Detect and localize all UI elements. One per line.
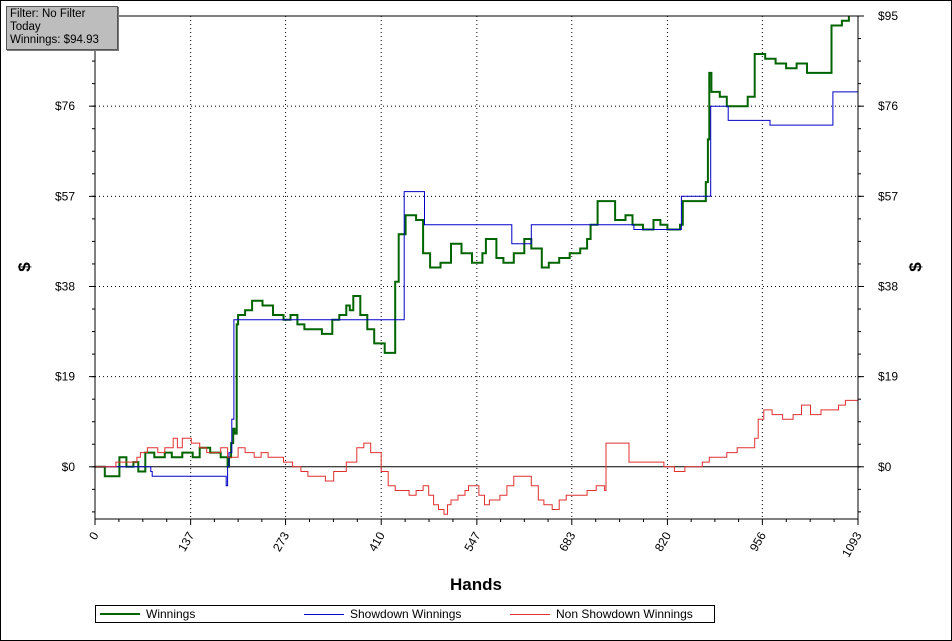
x-tick-label: 410	[366, 529, 388, 554]
x-tick-label: 547	[461, 529, 483, 554]
x-tick-label: 0	[86, 529, 102, 542]
series-lines	[95, 16, 859, 515]
legend: Winnings Showdown Winnings Non Showdown …	[95, 605, 715, 623]
x-axis-title: Hands	[450, 575, 502, 594]
x-tick-label: 1093	[839, 529, 865, 559]
y-tick-label-right: $57	[878, 189, 898, 203]
y-tick-label-right: $38	[878, 279, 898, 293]
legend-swatch-non-showdown	[510, 613, 550, 615]
period-label: Today	[10, 21, 41, 33]
grid-lines	[95, 15, 858, 519]
x-tick-label: 820	[652, 529, 674, 554]
x-tick-label: 137	[175, 529, 197, 554]
series-line-3	[95, 395, 859, 515]
y-tick-label-right: $95	[878, 9, 898, 23]
series-line-2	[95, 91, 858, 487]
legend-label-winnings: Winnings	[146, 607, 196, 621]
x-tick-label: 956	[747, 529, 769, 554]
y-tick-label-right: $76	[878, 99, 898, 113]
y-axis-title-right: $	[906, 262, 925, 272]
y-tick-label-right: $0	[878, 460, 892, 474]
y-tick-label-left: $38	[55, 279, 75, 293]
filter-info-box: Filter: No Filter Today Winnings: $94.93	[6, 6, 118, 50]
winnings-label: Winnings: $94.93	[10, 34, 99, 46]
legend-label-showdown: Showdown Winnings	[350, 607, 462, 621]
y-tick-label-left: $0	[62, 460, 76, 474]
filter-label: Filter: No Filter	[10, 8, 86, 20]
y-tick-label-right: $19	[878, 370, 898, 384]
x-tick-label: 273	[270, 529, 292, 554]
legend-label-non-showdown: Non Showdown Winnings	[556, 607, 693, 621]
legend-swatch-showdown	[304, 613, 344, 615]
legend-item-showdown: Showdown Winnings	[304, 607, 461, 621]
y-tick-label-left: $19	[55, 370, 75, 384]
legend-item-non-showdown: Non Showdown Winnings	[510, 607, 693, 621]
legend-item-winnings: Winnings	[100, 607, 195, 621]
plot-area-border	[94, 15, 859, 520]
y-axis-title-left: $	[15, 262, 34, 272]
x-tick-label: 683	[556, 529, 578, 554]
y-tick-label-left: $57	[55, 189, 75, 203]
series-line-1	[95, 16, 850, 478]
y-tick-label-left: $76	[55, 99, 75, 113]
legend-swatch-winnings	[100, 613, 140, 615]
